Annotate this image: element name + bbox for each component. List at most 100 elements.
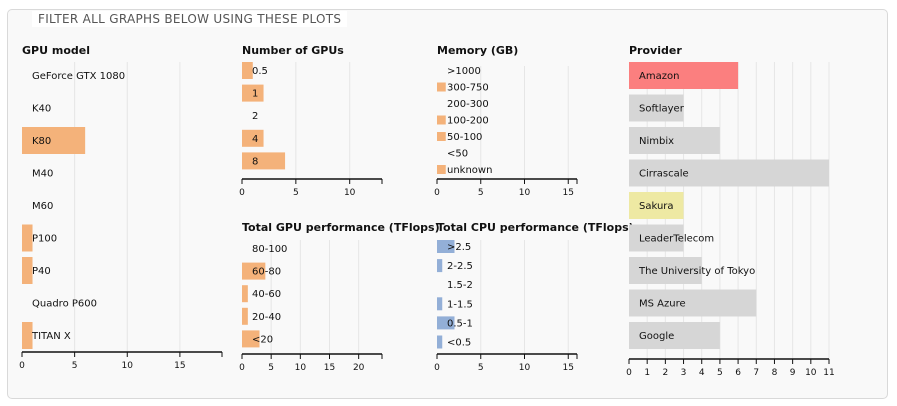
- provider-label-nimbix[interactable]: Nimbix: [639, 136, 674, 147]
- number-of-gpus-bar-0-5[interactable]: [242, 62, 253, 79]
- provider-label-softlayer[interactable]: Softlayer: [639, 104, 685, 115]
- memory-gb-label-unknown[interactable]: unknown: [447, 165, 492, 176]
- total-gpu-performance-tflops-bar-40-60[interactable]: [242, 285, 248, 303]
- number-of-gpus-label-2[interactable]: 2: [252, 111, 258, 122]
- gpu-model-label-k80[interactable]: K80: [32, 136, 51, 147]
- provider-label-cirrascale[interactable]: Cirrascale: [639, 169, 689, 180]
- number-of-gpus-label-0-5[interactable]: 0.5: [252, 66, 268, 77]
- total-gpu-performance-tflops-label-60-80[interactable]: 60-80: [252, 267, 281, 278]
- filter-panel-title: FILTER ALL GRAPHS BELOW USING THESE PLOT…: [32, 11, 348, 27]
- memory-gb-label-200-300[interactable]: 200-300: [447, 99, 489, 110]
- provider-label-leadertelecom[interactable]: LeaderTelecom: [639, 234, 714, 245]
- gpu-model-label-quadro-p600[interactable]: Quadro P600: [32, 299, 97, 310]
- provider-label-google[interactable]: Google: [639, 331, 674, 342]
- total-gpu-performance-tflops-tick-label: 15: [324, 363, 335, 373]
- number-of-gpus-label-4[interactable]: 4: [252, 134, 258, 145]
- total-cpu-performance-tflops-bar-2-5[interactable]: [437, 240, 455, 253]
- number-of-gpus-bar-8[interactable]: [242, 152, 286, 170]
- total-cpu-performance-tflops-label-1-1-5[interactable]: 1-1.5: [447, 299, 473, 310]
- gpu-model-label-m60[interactable]: M60: [32, 201, 53, 212]
- number-of-gpus-tick-label: 5: [293, 188, 299, 198]
- total-cpu-performance-tflops-chart: Total CPU performance (TFlops) >2.5 2-2.5 1…: [434, 221, 634, 373]
- memory-gb-bar-100-200[interactable]: [437, 115, 446, 125]
- gpu-model-label-geforce-gtx-1080[interactable]: GeForce GTX 1080: [32, 71, 125, 82]
- total-gpu-performance-tflops-bar-20-40[interactable]: [242, 307, 248, 325]
- memory-gb-label-50[interactable]: <50: [447, 149, 468, 160]
- total-cpu-performance-tflops-label-0-5[interactable]: <0.5: [447, 338, 471, 349]
- provider-bar-nimbix[interactable]: [629, 127, 720, 154]
- gpu-model-bar-titan-x[interactable]: [22, 322, 33, 349]
- provider-label-ms-azure[interactable]: MS Azure: [639, 299, 686, 310]
- memory-gb-label-300-750[interactable]: 300-750: [447, 83, 489, 94]
- provider-tick-label: 11: [823, 368, 834, 378]
- total-cpu-performance-tflops-bar-0-5-1[interactable]: [437, 316, 455, 330]
- memory-gb-label-50-100[interactable]: 50-100: [447, 132, 482, 143]
- gpu-model-tick-label: 0: [19, 361, 25, 371]
- memory-gb-chart: Memory (GB) >1000 300-750 200-300 100-200 50-…: [434, 44, 578, 198]
- total-gpu-performance-tflops-bar-60-80[interactable]: [242, 262, 266, 280]
- gpu-model-bar-k80[interactable]: [22, 127, 86, 154]
- total-cpu-performance-tflops-label-2-2-5[interactable]: 2-2.5: [447, 261, 473, 272]
- total-cpu-performance-tflops-label-0-5-1[interactable]: 0.5-1: [447, 318, 473, 329]
- total-cpu-performance-tflops-label-1-5-2[interactable]: 1.5-2: [447, 280, 473, 291]
- provider-tick-label: 9: [790, 368, 796, 378]
- memory-gb-label-100-200[interactable]: 100-200: [447, 116, 489, 127]
- provider-bar-the-university-of-tokyo[interactable]: [629, 257, 702, 284]
- gpu-model-tick-label: 5: [72, 361, 78, 371]
- total-gpu-performance-tflops-tick-label: 5: [268, 363, 274, 373]
- provider-bar-ms-azure[interactable]: [629, 289, 757, 317]
- provider-tick-label: 7: [753, 368, 759, 378]
- provider-tick-label: 1: [644, 368, 650, 378]
- total-gpu-performance-tflops-label-20-40[interactable]: 20-40: [252, 312, 281, 323]
- number-of-gpus-bar-1[interactable]: [242, 84, 264, 102]
- total-cpu-performance-tflops-bar-1-1-5[interactable]: [437, 297, 443, 311]
- memory-gb-label-1000[interactable]: >1000: [447, 66, 481, 77]
- number-of-gpus-label-1[interactable]: 1: [252, 89, 258, 100]
- provider-bar-sakura[interactable]: [629, 192, 684, 219]
- provider-bar-softlayer[interactable]: [629, 94, 684, 122]
- provider-tick-label: 5: [717, 368, 723, 378]
- total-gpu-performance-tflops-label-40-60[interactable]: 40-60: [252, 289, 281, 300]
- total-cpu-performance-tflops-tick-label: 0: [434, 363, 440, 373]
- gpu-model-bar-p100[interactable]: [22, 224, 33, 252]
- gpu-model-tick-label: 15: [174, 361, 185, 371]
- provider-label-amazon[interactable]: Amazon: [639, 71, 679, 82]
- total-cpu-performance-tflops-tick-label: 15: [563, 363, 574, 373]
- gpu-model-label-p40[interactable]: P40: [32, 266, 51, 277]
- gpu-model-chart: GPU model GeForce GTX 1080 K40 K80 M40 M60 P10…: [19, 44, 223, 371]
- provider-bar-cirrascale[interactable]: [629, 159, 829, 187]
- total-cpu-performance-tflops-bar-2-2-5[interactable]: [437, 259, 443, 273]
- filter-panel: FILTER ALL GRAPHS BELOW USING THESE PLOT…: [7, 9, 888, 399]
- total-cpu-performance-tflops-label-2-5[interactable]: >2.5: [447, 242, 471, 253]
- number-of-gpus-tick-label: 0: [239, 188, 245, 198]
- provider-bar-leadertelecom[interactable]: [629, 224, 684, 252]
- total-cpu-performance-tflops-tick-label: 5: [478, 363, 484, 373]
- provider-label-the-university-of-tokyo[interactable]: The University of Tokyo: [638, 266, 755, 277]
- gpu-model-bar-p40[interactable]: [22, 257, 33, 284]
- total-gpu-performance-tflops-label-80-100[interactable]: 80-100: [252, 244, 287, 255]
- memory-gb-bar-300-750[interactable]: [437, 82, 446, 92]
- gpu-model-label-titan-x[interactable]: TITAN X: [31, 331, 71, 342]
- total-gpu-performance-tflops-tick-label: 20: [353, 363, 365, 373]
- total-gpu-performance-tflops-tick-label: 0: [239, 363, 245, 373]
- total-gpu-performance-tflops-bar-20[interactable]: [242, 330, 260, 348]
- total-cpu-performance-tflops-tick-label: 10: [519, 363, 531, 373]
- provider-title: Provider: [629, 44, 682, 57]
- memory-gb-tick-label: 10: [519, 188, 531, 198]
- provider-label-sakura[interactable]: Sakura: [639, 201, 674, 212]
- gpu-model-label-m40[interactable]: M40: [32, 169, 53, 180]
- gpu-model-label-k40[interactable]: K40: [32, 104, 51, 115]
- total-gpu-performance-tflops-tick-label: 10: [295, 363, 307, 373]
- number-of-gpus-label-8[interactable]: 8: [252, 156, 258, 167]
- number-of-gpus-bar-4[interactable]: [242, 129, 264, 147]
- provider-bar-amazon[interactable]: [629, 62, 739, 89]
- memory-gb-bar-50-100[interactable]: [437, 132, 446, 141]
- total-gpu-performance-tflops-label-20[interactable]: <20: [252, 334, 273, 345]
- total-cpu-performance-tflops-bar-0-5[interactable]: [437, 335, 443, 349]
- provider-tick-label: 6: [735, 368, 741, 378]
- memory-gb-tick-label: 0: [434, 188, 440, 198]
- memory-gb-bar-unknown[interactable]: [437, 165, 446, 174]
- gpu-model-label-p100[interactable]: P100: [32, 234, 57, 245]
- provider-bar-google[interactable]: [629, 322, 720, 349]
- number-of-gpus-title: Number of GPUs: [242, 44, 344, 57]
